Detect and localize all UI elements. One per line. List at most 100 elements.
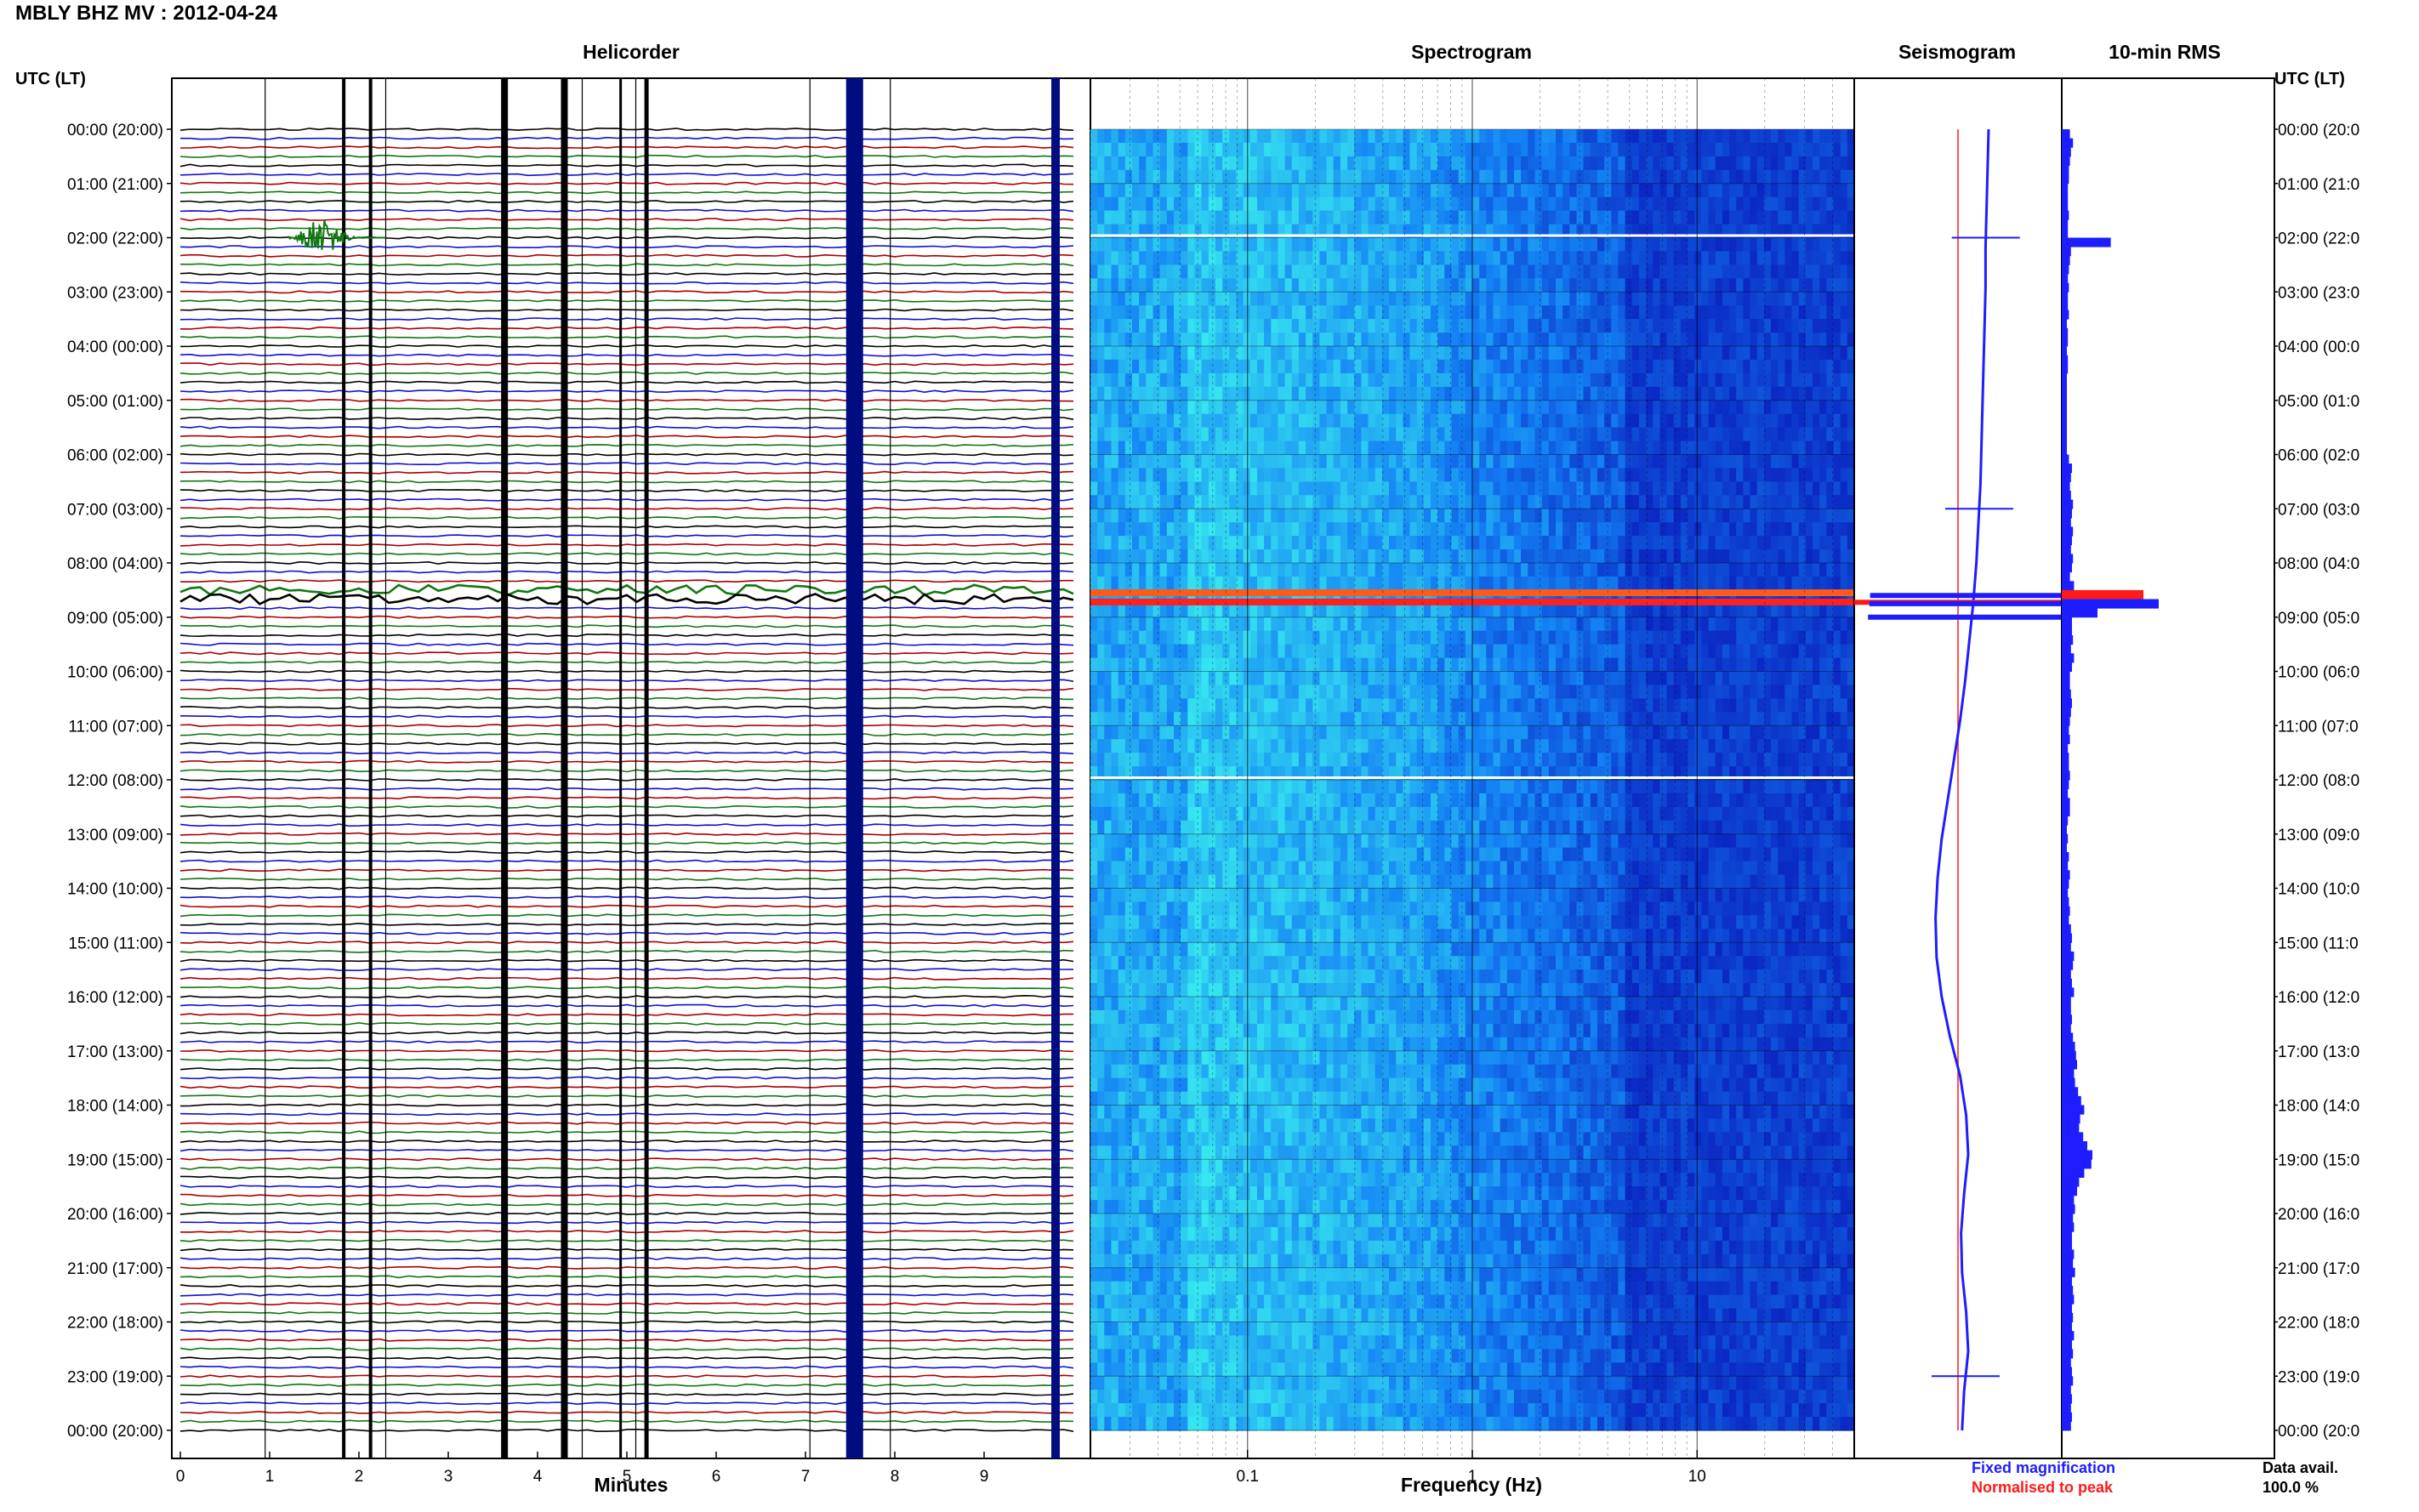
spectrogram-cell — [1826, 183, 1835, 198]
spectrogram-cell — [1146, 129, 1154, 144]
spectrogram-cell — [1756, 169, 1765, 185]
spectrogram-cell — [1813, 536, 1820, 550]
spectrogram-cell — [1631, 372, 1640, 388]
spectrogram-cell — [1694, 712, 1702, 726]
spectrogram-cell — [1576, 481, 1585, 496]
helicorder-trace — [179, 507, 1074, 511]
spectrogram-cell — [1146, 224, 1154, 239]
spectrogram-cell — [1271, 305, 1279, 320]
spectrogram-cell — [1590, 372, 1598, 388]
spectrogram-cell — [1361, 563, 1369, 577]
helicorder-trace — [179, 1066, 1074, 1071]
spectrogram-cell — [1451, 237, 1460, 252]
spectrogram-cell — [1409, 292, 1418, 306]
spectrogram-cell — [1666, 129, 1675, 144]
spectrogram-cell — [1618, 589, 1626, 605]
spectrogram-cell — [1319, 712, 1328, 726]
spectrogram-cell — [1514, 169, 1522, 185]
spectrogram-cell — [1194, 210, 1203, 225]
spectrogram-cell — [1278, 495, 1286, 509]
spectrogram-cell — [1715, 589, 1723, 605]
spectrogram-cell — [1688, 169, 1695, 185]
spectrogram-cell — [1813, 509, 1820, 523]
spectrogram-cell — [1701, 142, 1710, 157]
spectrogram-cell — [1146, 481, 1154, 496]
spectrogram-cell — [1722, 685, 1730, 699]
spectrogram-cell — [1368, 617, 1376, 632]
spectrogram-cell — [1111, 319, 1119, 333]
helicorder-trace — [179, 200, 1074, 204]
spectrogram-cell — [1590, 454, 1598, 469]
spectrogram-cell — [1458, 319, 1466, 333]
spectrogram-cell — [1090, 251, 1098, 265]
spectrogram-cell — [1132, 657, 1140, 673]
spectrogram-cell — [1514, 359, 1522, 374]
spectrogram-cell — [1646, 657, 1653, 673]
spectrogram-cell — [1264, 481, 1272, 496]
spectrogram-cell — [1139, 522, 1147, 537]
spectrogram-cell — [1146, 142, 1154, 157]
spectrogram-cell — [1139, 617, 1147, 632]
spectrogram-cell — [1312, 644, 1320, 659]
spectrogram-cell — [1521, 305, 1528, 320]
spectrogram-cell — [1333, 698, 1341, 713]
spectrogram-cell — [1215, 427, 1223, 442]
spectrogram-cell — [1298, 386, 1306, 401]
spectrogram-cell — [1375, 319, 1383, 333]
spectrogram-cell — [1534, 427, 1543, 442]
spectrogram-cell — [1174, 603, 1181, 618]
spectrogram-cell — [1673, 644, 1682, 659]
spectrogram-cell — [1326, 142, 1335, 157]
spectrogram-cell — [1389, 712, 1397, 726]
spectrogram-cell — [1798, 196, 1807, 212]
spectrogram-cell — [1819, 427, 1827, 442]
spectrogram-cell — [1312, 617, 1320, 632]
spectrogram-cell — [1222, 589, 1230, 605]
spectrogram-cell — [1583, 536, 1591, 550]
spectrogram-cell — [1333, 359, 1341, 374]
spectrogram-cell — [1763, 333, 1772, 347]
spectrogram-cell — [1159, 333, 1168, 347]
helicorder-trace — [179, 705, 1074, 710]
spectrogram-cell — [1631, 264, 1640, 279]
spectrogram-cell — [1243, 509, 1251, 523]
spectrogram-cell — [1653, 549, 1661, 564]
spectrogram-cell — [1124, 400, 1133, 415]
spectrogram-cell — [1278, 536, 1286, 550]
spectrogram-cell — [1611, 576, 1619, 591]
spectrogram-cell — [1354, 698, 1362, 713]
spectrogram-cell — [1354, 305, 1362, 320]
spectrogram-cell — [1722, 333, 1730, 347]
spectrogram-cell — [1500, 671, 1508, 685]
spectrogram-cell — [1833, 495, 1841, 509]
spectrogram-cell — [1403, 644, 1411, 659]
spectrogram-cell — [1139, 278, 1147, 293]
spectrogram-cell — [1090, 169, 1098, 185]
spectrogram-cell — [1256, 509, 1265, 523]
spectrogram-cell — [1826, 224, 1835, 239]
spectrogram-cell — [1729, 292, 1737, 306]
spectrogram-cell — [1590, 712, 1598, 726]
spectrogram-cell — [1201, 617, 1210, 632]
spectrogram-cell — [1249, 644, 1258, 659]
spectrogram-cell — [1840, 156, 1848, 171]
spectrogram-cell — [1506, 319, 1515, 333]
spectrogram-cell — [1437, 400, 1445, 415]
spectrogram-cell — [1813, 292, 1820, 306]
spectrogram-cell — [1368, 319, 1376, 333]
spectrogram-cell — [1625, 183, 1633, 198]
spectrogram-cell — [1319, 359, 1328, 374]
spectrogram-cell — [1306, 169, 1313, 185]
spectrogram-cell — [1249, 278, 1258, 293]
spectrogram-cell — [1396, 536, 1403, 550]
spectrogram-cell — [1541, 427, 1550, 442]
spectrogram-cell — [1409, 603, 1418, 618]
spectrogram-cell — [1118, 698, 1126, 713]
spectrogram-cell — [1333, 319, 1341, 333]
spectrogram-cell — [1132, 129, 1140, 144]
spectrogram-cell — [1472, 563, 1480, 577]
spectrogram-cell — [1618, 685, 1626, 699]
spectrogram-cell — [1486, 359, 1494, 374]
spectrogram-cell — [1659, 522, 1668, 537]
spectrogram-cell — [1833, 549, 1841, 564]
